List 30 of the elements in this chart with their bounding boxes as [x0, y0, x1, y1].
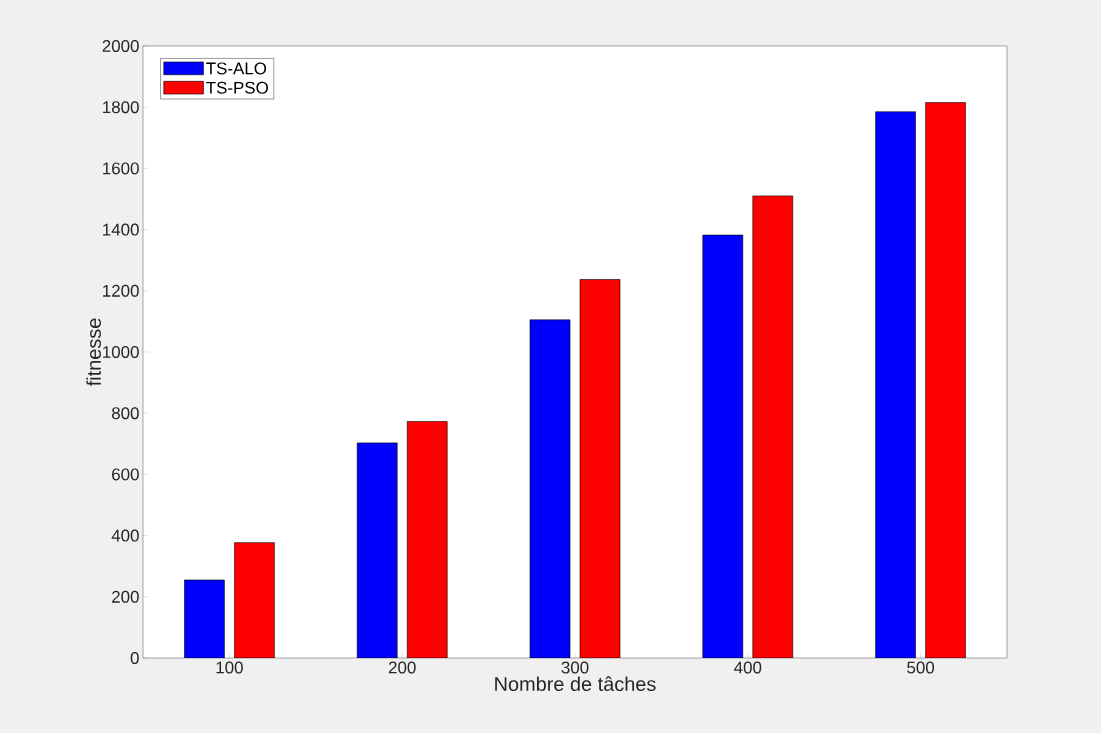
y-tick-label: 1400 [103, 223, 139, 236]
bar [529, 319, 571, 658]
y-tick-label: 400 [111, 529, 139, 542]
y-axis-title: fitnesse [86, 318, 101, 387]
bar [184, 579, 225, 658]
y-tick-label: 600 [112, 468, 139, 481]
bar [875, 111, 916, 658]
y-tick-label: 1000 [103, 346, 139, 358]
bar [579, 279, 621, 658]
legend-label: TS-ALO [206, 62, 267, 75]
bar [752, 195, 794, 658]
x-tick-label: 100 [216, 661, 243, 674]
bar [356, 442, 398, 658]
bar [234, 542, 275, 658]
bar [702, 234, 744, 658]
x-tick-label: 400 [734, 661, 762, 674]
y-tick-label: 1800 [103, 101, 139, 114]
y-tick-label: 2000 [102, 39, 139, 52]
x-tick-label: 200 [388, 661, 416, 674]
y-tick-label: 0 [130, 652, 139, 664]
y-tick-label: 800 [111, 407, 139, 420]
y-tick-label: 1200 [103, 284, 139, 297]
bar [925, 102, 966, 658]
y-tick-label: 1600 [103, 162, 139, 175]
x-tick-label: 500 [907, 661, 935, 674]
bar [406, 421, 448, 658]
legend-label: TS-PSO [206, 81, 268, 94]
x-tick-label: 300 [561, 661, 589, 674]
y-tick-label: 200 [112, 590, 139, 603]
x-axis-title: Nombre de tâches [495, 676, 656, 692]
